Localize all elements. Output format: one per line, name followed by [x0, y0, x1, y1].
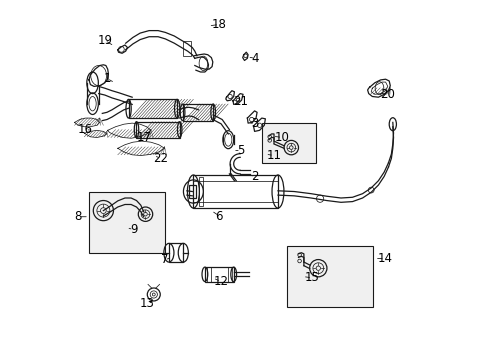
- Bar: [168, 243, 183, 262]
- Text: 20: 20: [380, 88, 394, 101]
- Text: 16: 16: [78, 123, 93, 136]
- Text: 11: 11: [266, 149, 281, 162]
- Text: 18: 18: [211, 18, 226, 31]
- Bar: [183, 41, 191, 56]
- Text: 15: 15: [304, 271, 319, 284]
- Bar: [128, 99, 177, 118]
- Bar: [204, 267, 233, 282]
- Text: 9: 9: [130, 223, 137, 236]
- Text: 2: 2: [251, 170, 259, 183]
- Bar: [199, 177, 203, 206]
- Text: 1: 1: [103, 72, 110, 85]
- Text: 21: 21: [232, 95, 247, 108]
- Text: 8: 8: [74, 210, 81, 223]
- Text: 19: 19: [97, 34, 112, 47]
- Text: 5: 5: [237, 144, 244, 157]
- Text: 7: 7: [161, 253, 168, 266]
- Bar: [227, 267, 231, 282]
- Text: 3: 3: [251, 117, 259, 130]
- Bar: [136, 122, 179, 138]
- Bar: [193, 175, 277, 208]
- Text: 14: 14: [377, 252, 391, 265]
- Bar: [182, 104, 213, 121]
- Text: 10: 10: [274, 131, 289, 144]
- Text: 4: 4: [251, 52, 259, 65]
- FancyBboxPatch shape: [286, 246, 373, 307]
- Bar: [189, 185, 196, 198]
- Text: 17: 17: [137, 131, 152, 144]
- Text: 6: 6: [215, 210, 223, 222]
- FancyBboxPatch shape: [89, 192, 164, 253]
- Text: 12: 12: [213, 275, 228, 288]
- FancyBboxPatch shape: [261, 123, 315, 163]
- Text: 22: 22: [153, 152, 168, 165]
- Bar: [206, 267, 211, 282]
- Text: 13: 13: [140, 297, 154, 310]
